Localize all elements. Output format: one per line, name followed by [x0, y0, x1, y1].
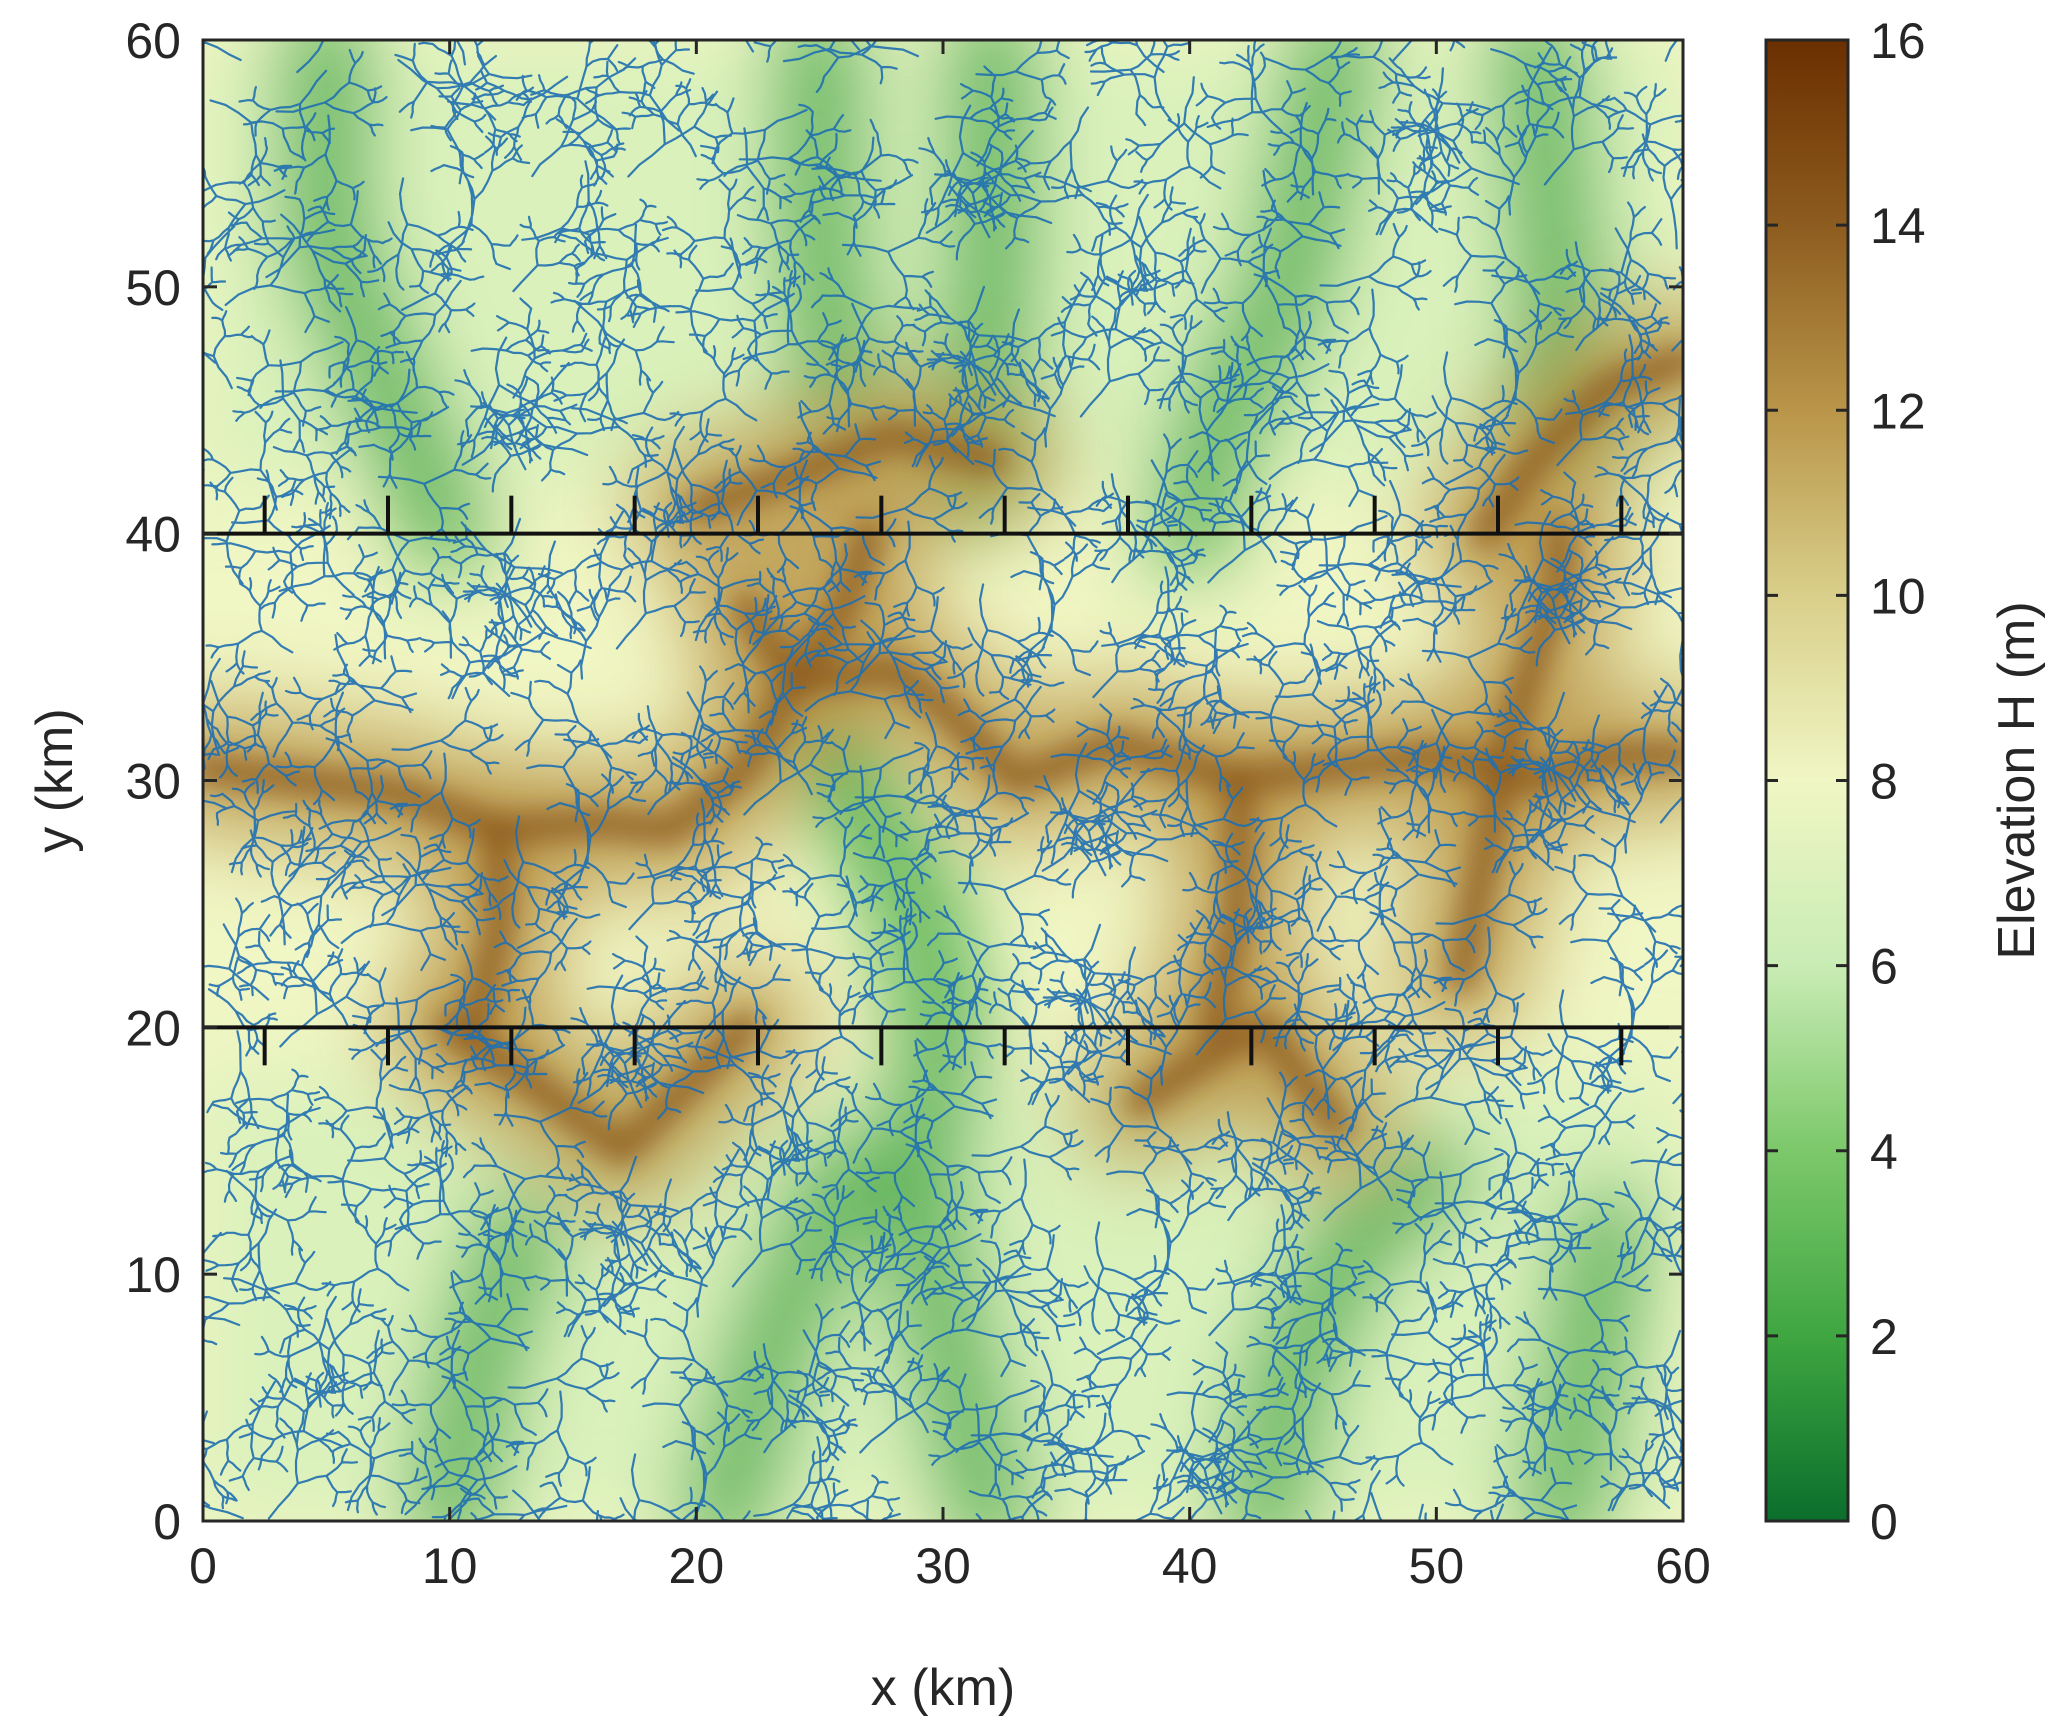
colorbar-tick-label: 12 [1870, 383, 1926, 439]
drainage-network [203, 40, 1683, 1521]
colorbar-ticks: 0 2 4 6 8 10 12 14 16 [1766, 13, 1926, 1550]
colorbar-tick-label: 8 [1870, 754, 1898, 810]
x-tick-label: 60 [1655, 1538, 1711, 1594]
x-tick-label: 40 [1162, 1538, 1218, 1594]
south-ridge-2-crest [1125, 1012, 1353, 1142]
colorbar-tick-label: 0 [1870, 1494, 1898, 1550]
x-axis-label: x (km) [871, 1659, 1015, 1717]
valley-10 [1519, 1184, 1649, 1521]
colorbar-tick-label: 14 [1870, 198, 1926, 254]
valley-7 [681, 1135, 885, 1521]
colorbar-tick-label: 4 [1870, 1124, 1898, 1180]
central-ridge-crest [203, 654, 1683, 845]
boundary-lines [203, 495, 1683, 1066]
colorbar-tick-label: 16 [1870, 13, 1926, 69]
y-tick-label: 10 [125, 1247, 181, 1303]
colorbar [1764, 38, 1850, 1523]
y-axis-label: y (km) [26, 708, 84, 852]
ridge-spur-3-crest [1199, 765, 1254, 1043]
colorbar-label: Elevation H (m) [1988, 601, 2046, 959]
colorbar-tick-label: 2 [1870, 1309, 1898, 1365]
x-tick-label: 20 [669, 1538, 725, 1594]
y-tick-label: 40 [125, 507, 181, 563]
ridge-spur-1-crest [459, 814, 514, 1043]
x-tick-label: 0 [189, 1538, 217, 1594]
y-tick-label: 0 [153, 1494, 181, 1550]
valley-8 [779, 691, 1033, 1521]
south-ridge-crest [434, 1012, 761, 1166]
drainage-channels [203, 40, 1683, 1521]
plot-area [203, 40, 1683, 1521]
colorbar-tick-label: 10 [1870, 568, 1926, 624]
x-tick-label: 50 [1409, 1538, 1465, 1594]
x-axis: 0 10 20 30 40 50 60 [189, 40, 1711, 1594]
y-tick-label: 30 [125, 754, 181, 810]
x-tick-label: 10 [422, 1538, 478, 1594]
y-tick-label: 20 [125, 1000, 181, 1056]
colorbar-tick-label: 6 [1870, 939, 1898, 995]
x-tick-label: 30 [915, 1538, 971, 1594]
ridge-core-layer [203, 345, 1683, 1166]
y-tick-label: 60 [125, 13, 181, 69]
north-ridge-2-crest [1470, 345, 1683, 549]
y-axis: 0 10 20 30 40 50 60 [125, 13, 1683, 1550]
y-tick-label: 50 [125, 260, 181, 316]
